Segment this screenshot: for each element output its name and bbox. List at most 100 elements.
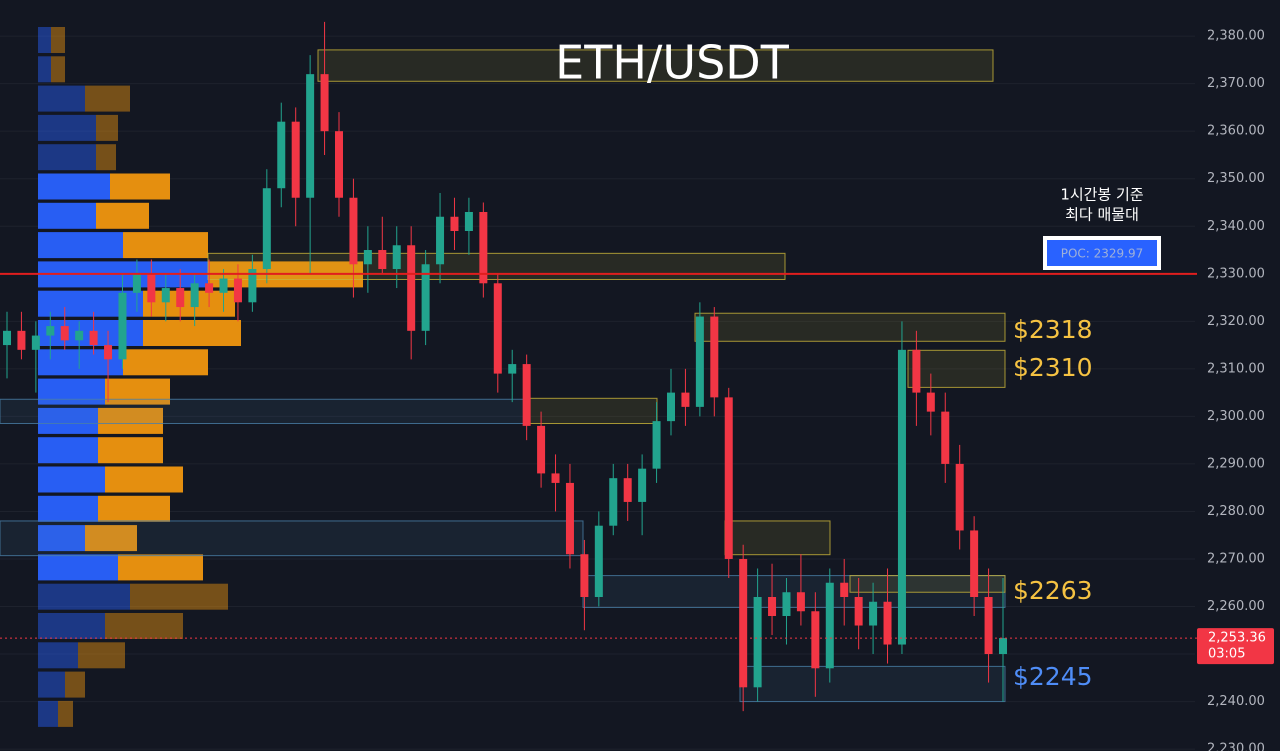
- profile-sell: [98, 495, 170, 522]
- profile-sell: [85, 85, 130, 112]
- candle-body: [840, 582, 849, 597]
- chart-title: ETH/USDT: [555, 36, 790, 90]
- candle-body: [75, 330, 84, 341]
- candle-body: [248, 269, 257, 303]
- candle-body: [652, 421, 661, 469]
- candle-body: [349, 197, 358, 265]
- profile-sell: [51, 27, 65, 53]
- candle-body: [825, 582, 834, 669]
- candle-body: [970, 530, 979, 597]
- profile-buy: [38, 613, 105, 639]
- candle-body: [551, 473, 560, 483]
- candle-body: [479, 211, 488, 284]
- candle-body: [565, 482, 574, 555]
- profile-buy: [38, 466, 105, 493]
- candle-body: [710, 316, 719, 398]
- y-tick-label: 2,280.00: [1207, 504, 1265, 519]
- candle-body: [392, 245, 401, 270]
- candle-body: [739, 558, 748, 688]
- candle-body: [104, 345, 113, 360]
- y-tick-label: 2,350.00: [1207, 171, 1265, 186]
- candle-body: [3, 330, 11, 346]
- y-tick-label: 2,370.00: [1207, 76, 1265, 91]
- candle-body: [941, 411, 950, 464]
- candle-body: [580, 554, 589, 597]
- candle-body: [421, 264, 430, 331]
- candle-body: [537, 425, 546, 474]
- candle-body: [378, 250, 387, 270]
- volume-profile: [38, 27, 363, 727]
- candle-body: [335, 131, 343, 198]
- profile-sell: [105, 466, 183, 493]
- profile-sell: [78, 642, 125, 669]
- profile-sell: [98, 407, 163, 434]
- profile-buy: [38, 202, 96, 229]
- candle-body: [999, 638, 1007, 655]
- y-tick-label: 2,310.00: [1207, 361, 1265, 376]
- profile-buy: [38, 583, 130, 610]
- zone: [0, 520, 584, 557]
- profile-sell: [123, 232, 208, 259]
- profile-buy: [38, 56, 51, 83]
- annotation: 최다 매물대: [1065, 206, 1139, 224]
- profile-buy: [38, 437, 98, 464]
- candle-body: [31, 335, 40, 350]
- y-tick-label: 2,230.00: [1207, 742, 1265, 751]
- profile-sell: [51, 56, 65, 83]
- profile-buy: [38, 173, 110, 200]
- profile-buy: [38, 290, 143, 317]
- profile-buy: [38, 525, 85, 552]
- candle-body: [277, 121, 286, 189]
- candle-body: [205, 283, 214, 293]
- zone: [207, 252, 786, 280]
- profile-sell: [96, 144, 116, 171]
- y-tick-label: 2,240.00: [1207, 694, 1265, 709]
- candle-body: [897, 349, 906, 645]
- profile-sell: [143, 320, 241, 346]
- profile-sell: [98, 437, 163, 464]
- candle-body: [89, 330, 98, 346]
- profile-sell: [105, 613, 183, 639]
- y-tick-label: 2,320.00: [1207, 314, 1265, 329]
- candle-body: [436, 216, 445, 265]
- candle-body: [753, 596, 762, 688]
- zone: [694, 312, 1006, 342]
- profile-sell: [96, 114, 118, 141]
- profile-buy: [38, 114, 96, 141]
- candle-body: [638, 468, 647, 502]
- profile-sell: [58, 700, 73, 727]
- y-tick-label: 2,290.00: [1207, 456, 1265, 471]
- candle-body: [233, 278, 242, 303]
- candle-body: [464, 211, 473, 232]
- candle-body: [623, 478, 632, 502]
- profile-buy: [38, 407, 98, 434]
- candle-body: [768, 596, 777, 617]
- profile-buy: [38, 495, 98, 522]
- candle-body: [407, 245, 416, 331]
- zone: [724, 520, 831, 556]
- profile-buy: [38, 85, 85, 112]
- profile-buy: [38, 232, 123, 259]
- y-tick-label: 2,260.00: [1207, 599, 1265, 614]
- zone: [849, 575, 1006, 593]
- candle-body: [681, 392, 690, 407]
- candle-body: [262, 188, 271, 270]
- candle-body: [609, 478, 618, 526]
- candle-body: [176, 288, 185, 308]
- zone: [526, 397, 658, 425]
- y-tick-label: 2,270.00: [1207, 551, 1265, 566]
- candle-body: [306, 74, 315, 198]
- poc-label: POC: 2329.97: [1061, 247, 1144, 261]
- annotation: 1시간봉 기준: [1060, 186, 1144, 204]
- profile-buy: [38, 554, 118, 581]
- candle-body: [450, 216, 459, 232]
- profile-sell: [65, 671, 85, 698]
- zone: [317, 49, 994, 82]
- profile-sell: [96, 202, 149, 229]
- candle-body: [320, 74, 329, 132]
- profile-buy: [38, 700, 58, 727]
- candle-body: [782, 592, 791, 617]
